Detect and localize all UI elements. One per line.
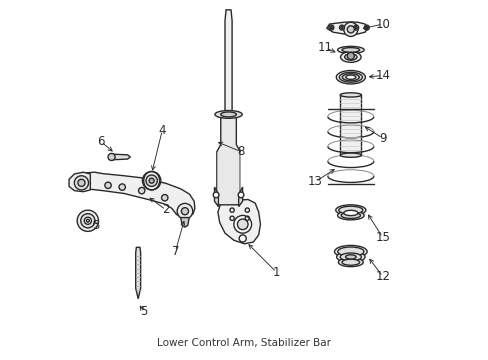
- Circle shape: [364, 25, 368, 30]
- Circle shape: [108, 153, 115, 161]
- Circle shape: [328, 25, 333, 30]
- Ellipse shape: [340, 153, 361, 157]
- Ellipse shape: [337, 247, 363, 256]
- Text: 7: 7: [171, 245, 179, 258]
- Text: 1: 1: [272, 266, 280, 279]
- Ellipse shape: [343, 210, 357, 216]
- Ellipse shape: [214, 111, 242, 118]
- Circle shape: [343, 22, 357, 36]
- Circle shape: [329, 27, 332, 29]
- Polygon shape: [79, 172, 195, 217]
- Text: 13: 13: [307, 175, 322, 188]
- Text: 5: 5: [140, 305, 147, 318]
- Circle shape: [142, 171, 161, 190]
- Text: 2: 2: [162, 203, 169, 216]
- Circle shape: [238, 192, 244, 198]
- Text: 9: 9: [378, 132, 386, 145]
- Polygon shape: [218, 199, 260, 244]
- Ellipse shape: [336, 71, 365, 84]
- Text: 14: 14: [374, 69, 389, 82]
- Text: 4: 4: [158, 124, 166, 137]
- Ellipse shape: [339, 72, 362, 82]
- Circle shape: [138, 188, 144, 194]
- Ellipse shape: [341, 48, 359, 52]
- Polygon shape: [135, 247, 141, 299]
- Text: Lower Control Arm, Stabilizer Bar: Lower Control Arm, Stabilizer Bar: [157, 338, 331, 348]
- Circle shape: [353, 25, 358, 30]
- Circle shape: [346, 26, 354, 33]
- Text: 10: 10: [374, 18, 389, 31]
- Polygon shape: [340, 95, 361, 155]
- Circle shape: [339, 25, 344, 30]
- Circle shape: [213, 192, 219, 198]
- Ellipse shape: [220, 112, 236, 117]
- Circle shape: [74, 176, 88, 190]
- Circle shape: [340, 27, 343, 29]
- Circle shape: [365, 27, 367, 29]
- Circle shape: [177, 203, 192, 219]
- Polygon shape: [326, 22, 367, 35]
- Ellipse shape: [336, 251, 364, 262]
- Ellipse shape: [340, 253, 361, 261]
- Circle shape: [84, 217, 91, 224]
- Polygon shape: [181, 217, 189, 227]
- Text: 11: 11: [317, 41, 332, 54]
- Text: 15: 15: [374, 231, 389, 244]
- Ellipse shape: [345, 75, 355, 79]
- Circle shape: [104, 182, 111, 189]
- Circle shape: [77, 210, 98, 231]
- Ellipse shape: [344, 54, 356, 60]
- Circle shape: [354, 27, 356, 29]
- Circle shape: [145, 175, 157, 186]
- Circle shape: [161, 194, 167, 201]
- Ellipse shape: [338, 206, 362, 214]
- Ellipse shape: [340, 52, 360, 62]
- Circle shape: [86, 219, 89, 222]
- Circle shape: [237, 219, 247, 230]
- Ellipse shape: [338, 258, 363, 267]
- Text: 12: 12: [374, 270, 389, 283]
- Circle shape: [346, 53, 354, 59]
- Text: 8: 8: [237, 145, 244, 158]
- Text: 3: 3: [92, 219, 99, 232]
- Ellipse shape: [335, 205, 365, 215]
- Polygon shape: [238, 187, 242, 207]
- Text: 6: 6: [97, 135, 104, 148]
- Circle shape: [149, 178, 154, 183]
- Ellipse shape: [341, 212, 360, 219]
- Ellipse shape: [334, 246, 366, 258]
- Ellipse shape: [341, 259, 359, 265]
- Polygon shape: [224, 10, 232, 113]
- Circle shape: [233, 215, 251, 233]
- Ellipse shape: [342, 74, 359, 81]
- Polygon shape: [216, 113, 240, 205]
- Polygon shape: [214, 187, 218, 207]
- Circle shape: [181, 208, 188, 215]
- Ellipse shape: [337, 46, 364, 54]
- Circle shape: [78, 179, 85, 186]
- Polygon shape: [69, 172, 90, 192]
- Ellipse shape: [345, 255, 355, 259]
- Ellipse shape: [340, 93, 361, 97]
- Circle shape: [239, 235, 246, 242]
- Ellipse shape: [337, 211, 364, 220]
- Circle shape: [119, 184, 125, 190]
- Circle shape: [81, 214, 95, 228]
- Polygon shape: [110, 154, 130, 160]
